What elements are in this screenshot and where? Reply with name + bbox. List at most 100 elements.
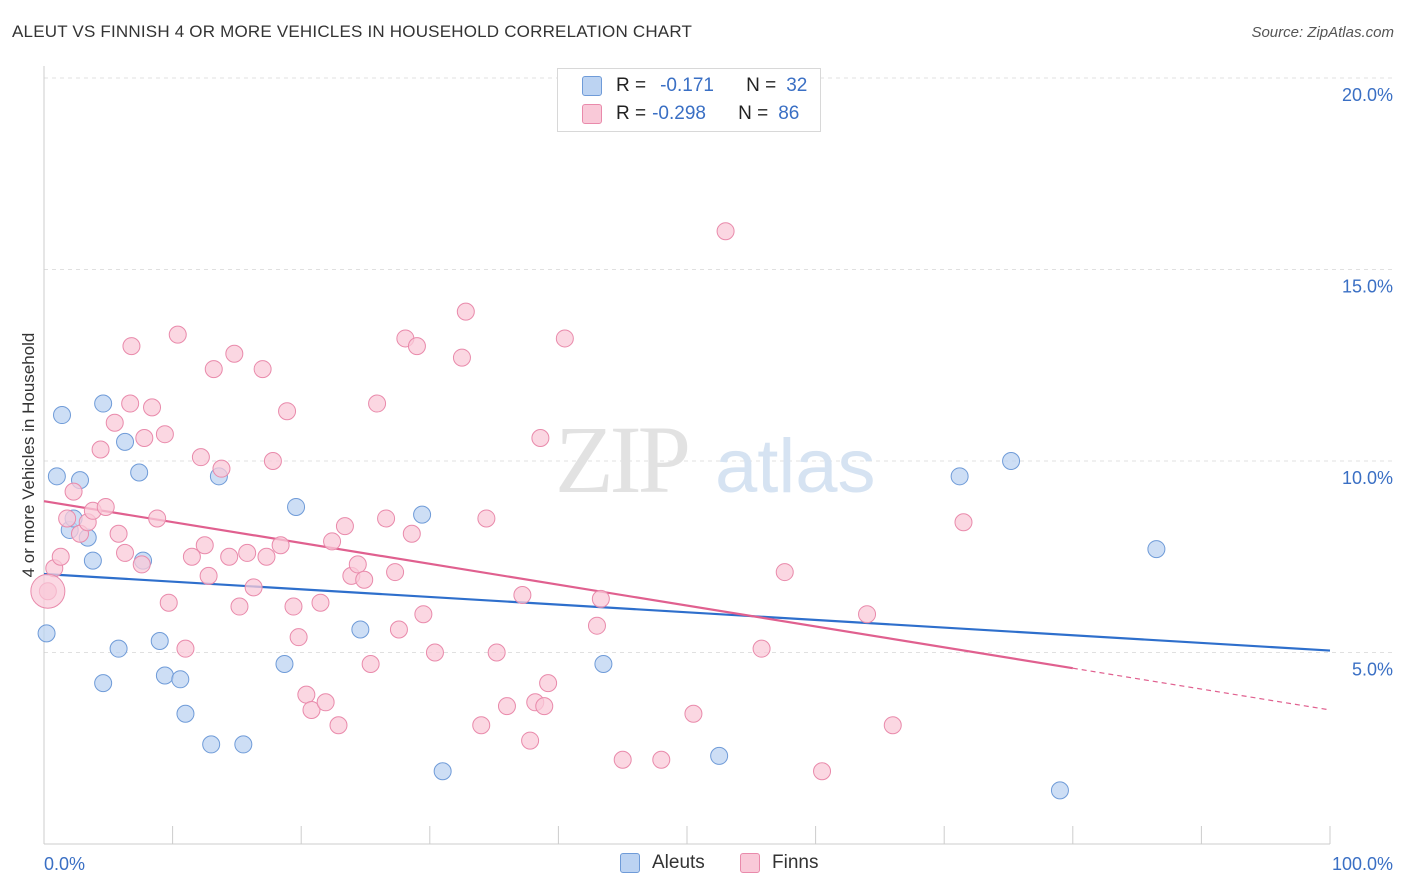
finn-point: [159, 593, 178, 612]
finn-point: [858, 605, 877, 624]
finn-point: [813, 762, 832, 781]
finn-point: [135, 429, 154, 448]
finn-point: [716, 222, 735, 241]
finn-point: [143, 398, 162, 417]
n-value: 86: [778, 103, 800, 124]
finn-point: [329, 716, 348, 735]
legend-row-finns: R = -0.298 N = 86: [582, 101, 799, 127]
finn-point: [684, 704, 703, 723]
finn-point: [652, 750, 671, 769]
finn-point: [212, 459, 231, 478]
finn-point: [58, 509, 77, 528]
finn-point: [105, 413, 124, 432]
finn-point: [64, 482, 83, 501]
finn-point: [386, 563, 405, 582]
finn-point: [513, 586, 532, 605]
aleut-point: [202, 735, 221, 754]
finn-point: [302, 700, 321, 719]
y-tick-label: 5.0%: [1352, 660, 1393, 680]
finns-trend-extension: [1072, 667, 1331, 711]
finn-point: [220, 547, 239, 566]
finn-point: [289, 628, 308, 647]
watermark-atlas: atlas: [715, 424, 876, 509]
aleut-point: [94, 394, 113, 413]
finn-point: [361, 654, 380, 673]
aleut-point: [37, 624, 56, 643]
aleut-point: [287, 497, 306, 516]
aleut-point: [150, 632, 169, 651]
finn-point: [199, 566, 218, 585]
n-label: N =: [738, 103, 769, 124]
aleut-point: [130, 463, 149, 482]
aleuts-swatch: [582, 76, 602, 96]
finn-point: [91, 440, 110, 459]
finn-point: [316, 693, 335, 712]
finn-point: [109, 524, 128, 543]
finn-point: [195, 536, 214, 555]
finn-point: [954, 513, 973, 532]
finn-point: [414, 605, 433, 624]
finn-point: [225, 344, 244, 363]
aleut-point: [109, 639, 128, 658]
finn-point: [555, 329, 574, 348]
finns-label: Finns: [772, 852, 819, 873]
finn-point: [244, 578, 263, 597]
r-value: -0.298: [652, 103, 706, 124]
tick-labels: 5.0% 10.0% 15.0% 20.0% 0.0% 100.0% 4 or more V…: [19, 85, 1393, 874]
aleut-point: [351, 620, 370, 639]
finn-point: [883, 716, 902, 735]
finn-point: [613, 750, 632, 769]
finn-point: [355, 570, 374, 589]
finn-point: [477, 509, 496, 528]
finn-point: [377, 509, 396, 528]
aleut-point: [171, 670, 190, 689]
finn-point: [121, 394, 140, 413]
finn-point: [456, 302, 475, 321]
finn-point: [497, 697, 516, 716]
finn-point: [191, 448, 210, 467]
y-tick-label: 20.0%: [1342, 85, 1393, 105]
aleut-point: [1002, 452, 1021, 470]
aleut-point: [1147, 540, 1166, 559]
grid-lines: [44, 77, 1395, 653]
finn-point: [521, 731, 540, 750]
finns-swatch: [582, 104, 602, 124]
y-tick-label: 10.0%: [1342, 468, 1393, 488]
finn-point: [132, 555, 151, 574]
finn-point: [531, 429, 550, 448]
n-label: N =: [746, 75, 777, 96]
y-axis-title: 4 or more Vehicles in Household: [19, 333, 38, 578]
finn-point: [271, 536, 290, 555]
aleut-point: [116, 432, 135, 451]
legend-item-finns: Finns: [740, 852, 818, 874]
aleut-point: [155, 666, 174, 685]
aleut-point: [950, 467, 969, 486]
finn-point: [472, 716, 491, 735]
finn-point: [587, 616, 606, 635]
finn-point: [278, 402, 297, 421]
finn-point: [168, 325, 187, 344]
r-label: R =: [616, 75, 647, 96]
finn-point: [263, 452, 282, 470]
watermark: ZIP atlas: [555, 406, 876, 513]
axes: [43, 66, 1331, 845]
y-tick-label: 15.0%: [1342, 277, 1393, 297]
finn-point: [348, 555, 367, 574]
correlation-legend: R = -0.171 N = 32 R = -0.298 N = 86: [557, 68, 821, 132]
finn-point-large: [30, 573, 66, 609]
finn-point: [96, 497, 115, 516]
r-label: R =: [616, 103, 647, 124]
source-credit: Source: ZipAtlas.com: [1251, 24, 1394, 41]
finn-point: [452, 348, 471, 367]
finn-point: [148, 509, 167, 528]
x-tick-label: 100.0%: [1332, 854, 1393, 874]
aleut-point: [413, 505, 432, 524]
finn-point: [368, 394, 387, 413]
finn-point: [116, 543, 135, 562]
aleut-point: [83, 551, 102, 570]
finn-point: [535, 697, 554, 716]
finn-point: [238, 543, 257, 562]
chart-title: ALEUT VS FINNISH 4 OR MORE VEHICLES IN H…: [12, 22, 693, 41]
legend-item-aleuts: Aleuts: [620, 852, 705, 874]
